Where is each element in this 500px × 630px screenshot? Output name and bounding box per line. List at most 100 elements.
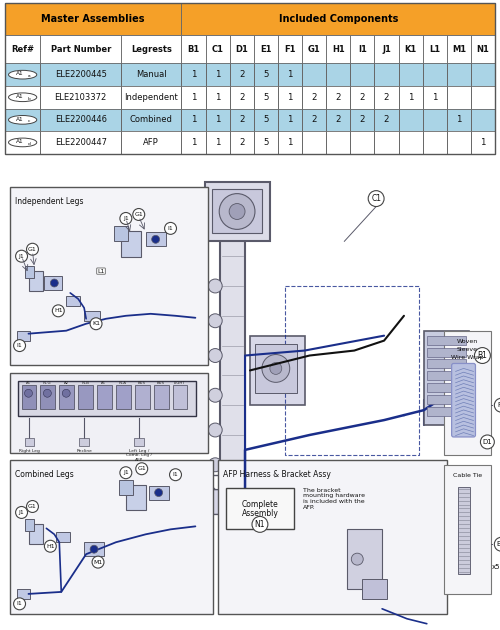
Text: 2: 2 bbox=[239, 93, 244, 102]
Text: Independent: Independent bbox=[124, 93, 178, 102]
Text: 2: 2 bbox=[384, 115, 389, 124]
Text: 1: 1 bbox=[215, 70, 220, 79]
Circle shape bbox=[90, 545, 98, 553]
Bar bbox=[398, 64, 422, 86]
Bar bbox=[40, 131, 121, 154]
Text: b: b bbox=[28, 97, 30, 101]
Circle shape bbox=[14, 598, 26, 610]
Text: N1: N1 bbox=[254, 520, 265, 529]
Bar bbox=[374, 64, 398, 86]
Circle shape bbox=[164, 222, 176, 234]
Text: c: c bbox=[28, 119, 30, 123]
Bar bbox=[398, 86, 422, 108]
Bar bbox=[206, 64, 230, 86]
Circle shape bbox=[8, 71, 37, 79]
Text: 5: 5 bbox=[263, 115, 268, 124]
Bar bbox=[22, 386, 36, 409]
Text: E1: E1 bbox=[260, 45, 272, 54]
Circle shape bbox=[480, 435, 494, 449]
Circle shape bbox=[154, 489, 162, 496]
FancyBboxPatch shape bbox=[452, 364, 475, 437]
Bar bbox=[28, 271, 44, 291]
Text: 2: 2 bbox=[239, 70, 244, 79]
Text: a: a bbox=[28, 74, 30, 78]
Bar bbox=[447, 35, 471, 64]
Bar bbox=[230, 64, 254, 86]
Text: ELE2200445: ELE2200445 bbox=[55, 70, 106, 79]
Bar bbox=[182, 131, 206, 154]
Bar bbox=[5, 35, 41, 64]
Bar bbox=[206, 181, 270, 241]
Bar bbox=[121, 231, 141, 257]
Bar bbox=[427, 372, 466, 381]
Bar bbox=[182, 108, 206, 131]
Bar bbox=[78, 386, 93, 409]
Bar bbox=[114, 226, 128, 241]
Bar bbox=[226, 488, 294, 529]
Circle shape bbox=[208, 314, 222, 328]
Bar bbox=[230, 131, 254, 154]
Bar bbox=[254, 131, 278, 154]
Polygon shape bbox=[116, 490, 389, 515]
Circle shape bbox=[229, 203, 245, 219]
Text: L1: L1 bbox=[429, 45, 440, 54]
Text: G1: G1 bbox=[134, 212, 143, 217]
Text: G1: G1 bbox=[28, 504, 37, 509]
Text: A2: A2 bbox=[64, 381, 69, 386]
Circle shape bbox=[62, 389, 70, 398]
Bar bbox=[5, 86, 495, 108]
Text: B1: B1 bbox=[188, 45, 200, 54]
Text: Ref#: Ref# bbox=[11, 45, 34, 54]
Text: A1: A1 bbox=[16, 71, 24, 76]
Text: 2: 2 bbox=[239, 138, 244, 147]
Text: BUS: BUS bbox=[156, 381, 164, 386]
Bar bbox=[28, 524, 44, 544]
Bar bbox=[471, 108, 495, 131]
Text: 2: 2 bbox=[360, 115, 365, 124]
Bar bbox=[24, 266, 34, 278]
Circle shape bbox=[16, 250, 28, 262]
Text: Wire Wrap: Wire Wrap bbox=[452, 355, 484, 360]
Bar bbox=[24, 519, 34, 531]
Text: The bracket
mounting hardware
is included with the
AFP.: The bracket mounting hardware is include… bbox=[302, 488, 364, 510]
Bar bbox=[5, 131, 41, 154]
Bar bbox=[447, 108, 471, 131]
Text: L1: L1 bbox=[98, 268, 104, 273]
Bar bbox=[471, 35, 495, 64]
Bar bbox=[254, 64, 278, 86]
Text: H1: H1 bbox=[46, 544, 54, 549]
Bar bbox=[182, 35, 206, 64]
Circle shape bbox=[52, 305, 64, 317]
Bar bbox=[97, 386, 112, 409]
Bar bbox=[374, 35, 398, 64]
Text: IN-B: IN-B bbox=[81, 381, 89, 386]
Circle shape bbox=[208, 423, 222, 437]
Text: 2: 2 bbox=[336, 93, 341, 102]
Text: B1: B1 bbox=[478, 351, 488, 360]
Text: IN-A: IN-A bbox=[119, 381, 127, 386]
Bar bbox=[326, 86, 350, 108]
Circle shape bbox=[44, 541, 56, 552]
Bar bbox=[427, 336, 466, 345]
Bar bbox=[326, 35, 350, 64]
Bar bbox=[424, 331, 469, 425]
Circle shape bbox=[270, 362, 282, 374]
Circle shape bbox=[352, 553, 363, 565]
Text: I1: I1 bbox=[168, 226, 173, 231]
Bar bbox=[5, 3, 182, 35]
Bar bbox=[10, 186, 208, 365]
Circle shape bbox=[90, 318, 102, 329]
Bar bbox=[471, 131, 495, 154]
Circle shape bbox=[219, 193, 255, 229]
Bar bbox=[206, 86, 230, 108]
Bar bbox=[350, 64, 374, 86]
Text: G1: G1 bbox=[138, 466, 146, 471]
Bar bbox=[448, 433, 473, 451]
Circle shape bbox=[26, 501, 38, 512]
Circle shape bbox=[120, 467, 132, 479]
Text: C1: C1 bbox=[212, 45, 224, 54]
Bar bbox=[427, 383, 466, 392]
Bar bbox=[278, 64, 302, 86]
Text: Combined Legs: Combined Legs bbox=[14, 470, 74, 479]
Text: 2: 2 bbox=[312, 93, 317, 102]
